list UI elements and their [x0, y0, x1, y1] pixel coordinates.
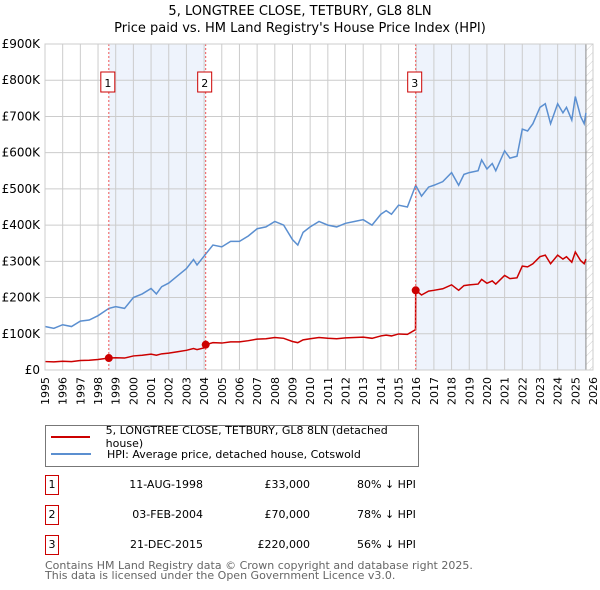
y-tick-label: £800K	[2, 73, 42, 87]
x-tick-label: 2016	[410, 377, 423, 405]
sale-hpi-diff: 80% ↓ HPI	[357, 478, 416, 491]
x-tick-label: 2014	[375, 377, 388, 405]
sale-number: 3	[45, 535, 59, 555]
y-tick-label: £400K	[2, 218, 42, 232]
legend-swatch-hpi	[51, 453, 91, 455]
x-tick-label: 2015	[393, 377, 406, 405]
sale-number: 1	[45, 475, 59, 495]
x-tick-label: 2020	[481, 377, 494, 405]
x-tick-label: 1996	[57, 377, 70, 405]
y-tick-label: £600K	[2, 146, 42, 160]
sale-row: 1 11-AUG-1998 £33,000 80% ↓ HPI	[45, 475, 445, 495]
legend-label-property: 5, LONGTREE CLOSE, TETBURY, GL8 8LN (det…	[105, 424, 388, 450]
sale-row: 2 03-FEB-2004 £70,000 78% ↓ HPI	[45, 505, 445, 525]
property-price-line	[44, 250, 587, 363]
sale-hpi-diff: 56% ↓ HPI	[357, 538, 416, 551]
x-tick-label: 2013	[357, 377, 370, 405]
plot-frame	[44, 43, 594, 371]
x-tick-label: 2024	[552, 377, 565, 405]
legend-swatch-property	[51, 436, 90, 438]
sale-price: £33,000	[264, 478, 311, 491]
sale-date: 03-FEB-2004	[132, 508, 203, 521]
x-tick-label: 2023	[534, 377, 547, 405]
legend-label-hpi: HPI: Average price, detached house, Cots…	[107, 447, 361, 461]
x-tick-label: 2010	[304, 377, 317, 405]
x-tick-label: 2002	[163, 377, 176, 405]
sale-label-number: 2	[201, 77, 208, 90]
sale-hpi-diff: 78% ↓ HPI	[357, 508, 416, 521]
x-tick-label: 1999	[110, 377, 123, 405]
chart-subtitle: Price paid vs. HM Land Registry's House …	[114, 21, 486, 36]
x-tick-label: 2001	[145, 377, 158, 405]
y-tick-label: £0	[25, 363, 40, 377]
x-tick-label: 2026	[587, 377, 600, 405]
shaded-band-1	[108, 44, 206, 370]
x-tick-label: 2017	[428, 377, 441, 405]
forecast-hatch	[585, 44, 593, 370]
x-tick-label: 1997	[74, 377, 87, 405]
sale-number: 2	[45, 505, 59, 525]
x-tick-label: 1998	[92, 377, 105, 405]
footer-licence: This data is licensed under the Open Gov…	[45, 569, 396, 582]
x-tick-label: 2021	[499, 377, 512, 405]
y-tick-label: £700K	[2, 109, 42, 123]
sale-point	[201, 340, 210, 349]
sale-label-box	[407, 71, 423, 93]
y-tick-label: £200K	[2, 291, 42, 305]
shaded-band-2	[415, 44, 586, 370]
sale-point	[104, 354, 113, 363]
y-tick-label: £500K	[2, 182, 42, 196]
x-tick-label: 2012	[340, 377, 353, 405]
y-tick-label: £100K	[2, 327, 42, 341]
sale-label-number: 1	[104, 77, 111, 90]
y-tick-label: £300K	[2, 254, 42, 268]
sale-label-box	[197, 71, 213, 93]
chart-title: 5, LONGTREE CLOSE, TETBURY, GL8 8LN	[168, 4, 432, 19]
price-chart: 1995 1996 1997 1998 1999 2000 2001 2002 2003 2004…	[2, 37, 600, 405]
sale-price: £70,000	[264, 508, 311, 521]
x-tick-label: 2007	[251, 377, 264, 405]
x-tick-label: 2019	[463, 377, 476, 405]
sale-price: £220,000	[257, 538, 311, 551]
sale-label-box	[100, 71, 116, 93]
x-tick-label: 2008	[269, 377, 282, 405]
x-tick-label: 2018	[446, 377, 459, 405]
footer: Contains HM Land Registry data © Crown c…	[45, 559, 473, 582]
legend: 5, LONGTREE CLOSE, TETBURY, GL8 8LN (det…	[45, 424, 419, 467]
x-tick-label: 2004	[198, 377, 211, 405]
sale-date: 11-AUG-1998	[129, 478, 203, 491]
x-tick-label: 2000	[127, 377, 140, 405]
footer-copyright: Contains HM Land Registry data © Crown c…	[45, 559, 473, 572]
hpi-line	[44, 96, 587, 330]
x-tick-label: 1995	[39, 377, 52, 405]
x-tick-label: 2025	[569, 377, 582, 405]
x-tick-label: 2005	[216, 377, 229, 405]
sale-date: 21-DEC-2015	[129, 538, 203, 551]
x-tick-label: 2011	[322, 377, 335, 405]
y-tick-label: £900K	[2, 37, 42, 51]
sale-row: 3 21-DEC-2015 £220,000 56% ↓ HPI	[45, 535, 445, 555]
x-tick-label: 2022	[516, 377, 529, 405]
x-tick-label: 2003	[180, 377, 193, 405]
x-tick-label: 2009	[286, 377, 299, 405]
x-tick-label: 2006	[233, 377, 246, 405]
sale-point	[411, 286, 420, 295]
sale-label-number: 3	[411, 77, 418, 90]
